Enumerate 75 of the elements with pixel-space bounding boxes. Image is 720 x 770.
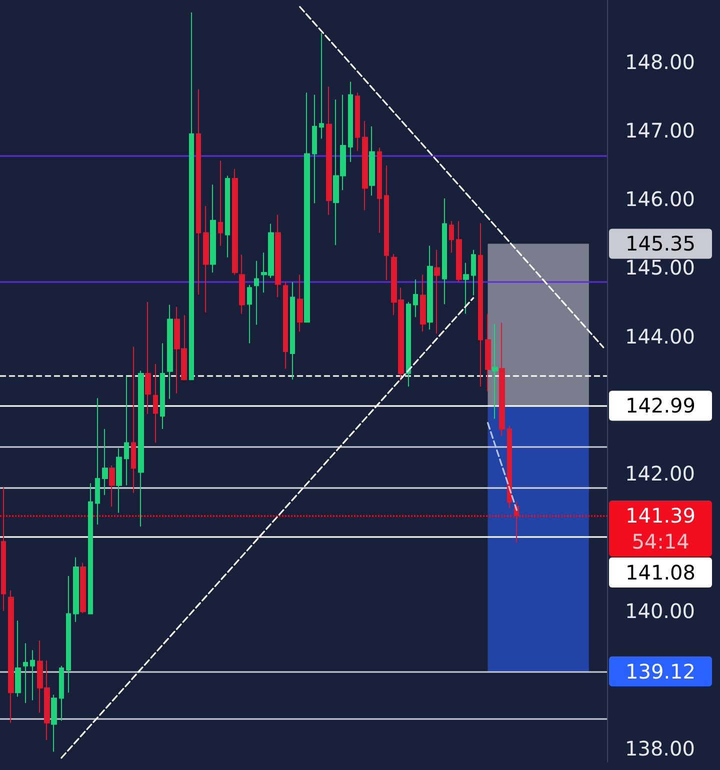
candlestick [297,274,303,332]
y-tick-label: 146.00 [625,187,695,212]
candlestick [167,304,173,400]
candlestick [116,448,122,514]
band-label: 145.35 [626,232,696,256]
ref-line-label: 141.39 [626,504,696,528]
candlestick [51,694,57,752]
candlestick [1,486,6,612]
y-tick-label: 140.00 [625,598,695,623]
candlestick [73,556,79,622]
candlestick [160,342,165,430]
candlestick [247,284,252,344]
candlestick [196,88,201,296]
candlestick [449,220,454,254]
candlestick [8,590,14,724]
candlestick [59,665,64,722]
candlestick [471,249,476,296]
candlestick [138,370,144,528]
candlestick [210,184,216,274]
candlestick [15,620,21,698]
candlestick [485,313,491,392]
text: 54:14 [632,530,690,554]
y-tick-label: 138.00 [625,736,695,760]
candlestick [319,32,324,140]
candlestick [406,302,411,387]
candlestick [384,164,389,281]
candlestick [427,245,433,330]
candlestick [420,274,426,332]
candlestick [232,168,238,276]
candlestick [507,425,512,508]
candlestick [362,120,368,211]
candlestick [239,254,245,314]
candlestick [434,249,440,334]
y-tick-label: 142.00 [625,462,695,486]
candlestick [442,198,447,305]
candlestick [109,464,115,508]
candlestick [348,81,353,163]
candlestick [377,147,382,234]
candlestick [124,376,129,486]
candlestick [355,92,360,152]
y-tick-label: 145.00 [625,256,695,280]
candlestick [290,282,295,380]
candlestick [456,220,462,282]
candlestick [218,160,223,246]
candlestick [304,92,310,322]
candlestick [131,346,136,494]
candlestick [275,214,281,298]
candlestick [326,86,332,216]
candlestick [153,363,158,444]
candlestick [30,650,35,701]
candlestick [95,398,100,525]
y-tick-label: 148.00 [625,50,695,74]
candlestick [312,94,317,204]
candlestick [23,642,28,704]
candlestick [225,175,230,258]
candlestick [88,482,93,614]
candlestick [80,562,86,614]
candlestick [463,262,469,314]
candlestick [499,322,505,436]
candlestick [254,260,259,326]
candlestick [283,280,288,370]
candlestick [478,222,483,387]
candlestick [145,302,151,414]
y-tick-label: 147.00 [625,118,695,142]
candlestick [189,12,194,380]
band-label: 139.12 [626,659,696,684]
candlestick [369,126,375,196]
ref-line-label: 141.08 [626,560,696,585]
candlestick [492,324,498,420]
y-tick-label: 144.00 [625,324,695,348]
candlestick [203,205,209,313]
candlestick [413,278,418,318]
candlestick [102,428,108,496]
candlestick [66,575,71,694]
ref-line-label: 142.99 [626,394,696,418]
